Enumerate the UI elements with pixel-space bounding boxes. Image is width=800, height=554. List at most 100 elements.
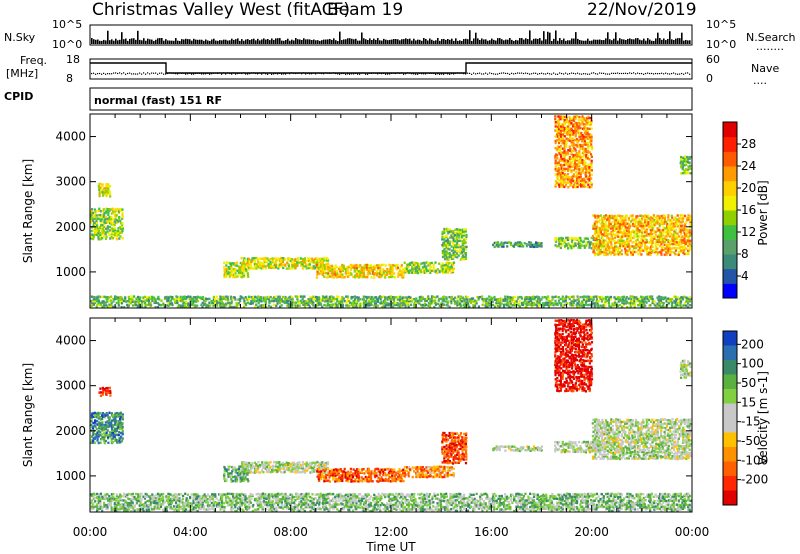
echo-cell xyxy=(574,115,577,118)
echo-cell xyxy=(116,221,119,225)
echo-cell xyxy=(667,299,670,302)
echo-cell xyxy=(610,225,613,228)
nave-dot xyxy=(615,72,617,74)
echo-cell xyxy=(307,298,310,301)
nave-dot xyxy=(295,72,297,75)
echo-cell xyxy=(380,300,383,303)
echo-cell xyxy=(638,230,641,233)
echo-cell xyxy=(250,260,253,264)
echo-cell xyxy=(502,305,506,309)
echo-cell xyxy=(162,302,165,305)
echo-cell xyxy=(110,212,114,215)
echo-cell xyxy=(607,225,611,228)
echo-cell xyxy=(234,268,237,271)
echo-cell xyxy=(120,507,123,510)
echo-cell xyxy=(662,220,665,224)
echo-cell xyxy=(646,247,649,250)
echo-cell xyxy=(204,297,208,300)
echo-cell xyxy=(165,505,169,509)
echo-cell xyxy=(545,301,548,304)
echo-cell xyxy=(107,231,110,235)
echo-cell xyxy=(583,140,586,143)
echo-cell xyxy=(122,492,126,496)
echo-cell xyxy=(393,272,396,275)
echo-cell xyxy=(610,250,613,254)
echo-cell xyxy=(403,296,406,299)
nsky-bar xyxy=(371,40,373,44)
echo-cell xyxy=(557,167,560,170)
nsky-bar xyxy=(319,40,321,44)
echo-cell xyxy=(680,166,683,169)
echo-cell xyxy=(565,163,568,166)
echo-cell xyxy=(153,495,156,498)
echo-cell xyxy=(393,303,396,307)
echo-cell xyxy=(126,509,129,513)
echo-cell xyxy=(673,251,676,254)
echo-cell xyxy=(285,299,289,302)
echo-cell xyxy=(559,246,562,250)
echo-cell xyxy=(128,297,131,301)
nave-dot xyxy=(377,73,379,75)
echo-cell xyxy=(654,304,657,307)
nsky-bar xyxy=(227,40,229,44)
echo-cell xyxy=(606,295,609,299)
echo-cell xyxy=(396,264,399,267)
echo-cell xyxy=(673,222,676,225)
echo-cell xyxy=(427,304,430,307)
echo-cell xyxy=(556,139,559,142)
echo-cell xyxy=(509,306,512,309)
nave-dot xyxy=(397,72,399,74)
echo-cell xyxy=(619,239,622,242)
nave-dot xyxy=(353,73,355,75)
echo-cell xyxy=(685,252,688,256)
echo-cell xyxy=(161,508,165,511)
nave-dot xyxy=(325,72,327,74)
echo-cell xyxy=(454,250,457,253)
echo-cell xyxy=(117,509,120,512)
echo-cell xyxy=(363,303,366,306)
echo-cell xyxy=(611,226,614,229)
echo-cell xyxy=(554,295,557,298)
echo-cell xyxy=(645,240,649,244)
echo-cell xyxy=(196,295,199,298)
echo-cell xyxy=(639,224,642,228)
echo-cell xyxy=(103,211,106,214)
echo-cell xyxy=(468,300,471,303)
echo-cell xyxy=(547,298,550,301)
echo-cell xyxy=(666,222,669,226)
echo-cell xyxy=(599,222,602,225)
echo-cell xyxy=(99,505,103,509)
echo-cell xyxy=(622,241,625,244)
nsky-bar xyxy=(443,38,445,44)
echo-cell xyxy=(201,305,204,308)
echo-cell xyxy=(347,271,350,275)
echo-cell xyxy=(607,217,610,220)
echo-cell xyxy=(276,302,279,305)
nave-dot xyxy=(437,73,439,75)
echo-cell xyxy=(267,297,270,300)
echo-cell xyxy=(510,298,513,301)
echo-cell xyxy=(223,266,226,269)
echo-cell xyxy=(670,303,673,306)
echo-cell xyxy=(269,264,272,267)
echo-cell xyxy=(590,247,593,250)
echo-cell xyxy=(561,157,564,161)
echo-cell xyxy=(111,221,114,225)
nsky-bar xyxy=(141,40,143,44)
echo-cell xyxy=(459,245,462,248)
echo-cell xyxy=(444,271,447,274)
echo-cell xyxy=(102,229,105,232)
echo-cell xyxy=(119,503,122,506)
echo-cell xyxy=(676,243,679,246)
echo-cell xyxy=(628,302,631,305)
echo-cell xyxy=(465,245,468,249)
echo-cell xyxy=(595,300,598,303)
echo-cell xyxy=(400,265,403,268)
nave-dot xyxy=(231,73,233,75)
echo-cell xyxy=(396,304,400,307)
echo-cell xyxy=(448,236,451,239)
echo-cell xyxy=(652,249,655,253)
echo-cell xyxy=(105,183,108,186)
echo-cell xyxy=(374,301,378,305)
echo-cell xyxy=(99,295,102,299)
